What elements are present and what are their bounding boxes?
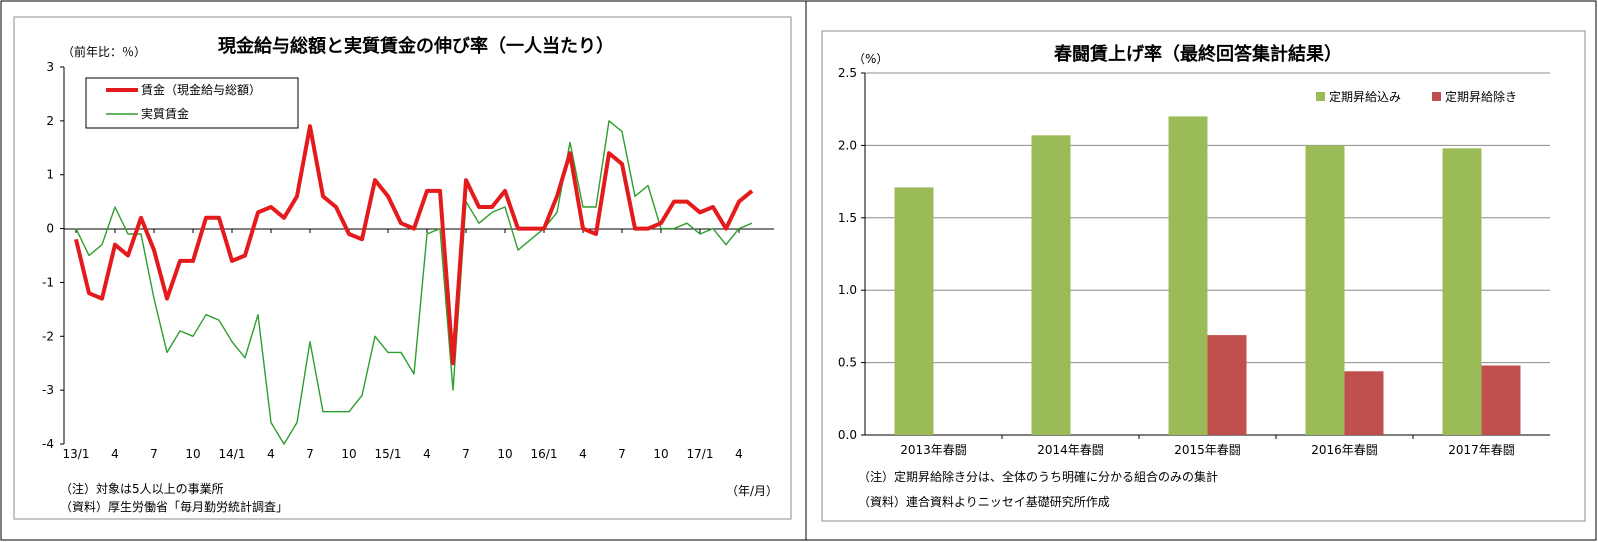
left-ytick-label: 1	[46, 168, 54, 182]
left-xtick-label: 13/1	[63, 447, 90, 461]
legend-label-excl-regular-raise: 定期昇給除き	[1445, 89, 1517, 104]
wage-series-line	[74, 124, 754, 366]
left-legend-box	[85, 77, 299, 129]
right-category-label: 2016年春闘	[1311, 443, 1378, 457]
left-xtick-label: 10	[653, 447, 668, 461]
bar-excl-regular-raise	[1344, 371, 1384, 435]
left-xtick-label: 10	[497, 447, 512, 461]
left-ytick-label: -4	[42, 437, 54, 451]
right-ytick-label: 2.0	[838, 138, 857, 152]
left-xtick-label: 7	[462, 447, 470, 461]
left-xtick-label: 4	[423, 447, 431, 461]
left-xtick-label: 14/1	[219, 447, 246, 461]
legend-label-with-regular-raise: 定期昇給込み	[1329, 89, 1401, 104]
left-ytick-label: 3	[46, 60, 54, 74]
left-y-unit-label: （前年比：％）	[62, 44, 146, 59]
left-ytick-label: -3	[42, 383, 54, 397]
bar-excl-regular-raise	[1481, 365, 1521, 435]
right-note-1: （注）定期昇給除き分は、全体のうち明確に分かる組合のみの集計	[858, 469, 1218, 484]
left-xtick-label: 7	[306, 447, 314, 461]
left-note-1: （注）対象は5人以上の事業所	[60, 481, 224, 496]
right-chart-title: 春闘賃上げ率（最終回答集計結果）	[1054, 43, 1342, 65]
left-xtick-label: 16/1	[531, 447, 558, 461]
bar-with-regular-raise	[1442, 148, 1482, 436]
bar-with-regular-raise	[1031, 135, 1071, 436]
right-category-label: 2014年春闘	[1037, 443, 1104, 457]
right-ytick-label: 0.0	[838, 428, 857, 442]
left-xtick-label: 4	[579, 447, 587, 461]
left-ytick-label: -2	[42, 329, 54, 343]
bar-with-regular-raise	[1168, 116, 1208, 436]
right-ytick-label: 1.5	[838, 211, 857, 225]
right-ytick-label: 0.5	[838, 356, 857, 370]
left-xtick-label: 7	[618, 447, 626, 461]
shunto-wage-chart: 春闘賃上げ率（最終回答集計結果） （%） 2.52.01.51.00.50.0 …	[821, 30, 1586, 522]
left-ytick-label: 0	[46, 222, 54, 236]
left-xtick-label: 10	[341, 447, 356, 461]
left-chart-title: 現金給与総額と実質賃金の伸び率（一人当たり）	[218, 35, 614, 57]
left-x-unit-label: （年/月）	[726, 484, 778, 498]
left-xtick-label: 7	[150, 447, 158, 461]
legend-swatch-excl-regular-raise	[1432, 92, 1441, 101]
wage-growth-chart: 現金給与総額と実質賃金の伸び率（一人当たり） （前年比：％） 3210-1-2-…	[13, 16, 792, 520]
real-wage-series-line	[75, 120, 753, 445]
right-ytick-label: 2.5	[838, 66, 857, 80]
left-xtick-label: 4	[735, 447, 743, 461]
bar-with-regular-raise	[894, 187, 934, 435]
bar-excl-regular-raise	[1207, 335, 1247, 435]
left-note-2: （資料）厚生労働省「毎月勤労統計調査」	[60, 499, 288, 514]
left-xtick-label: 10	[185, 447, 200, 461]
right-y-unit-label: （%）	[853, 52, 888, 66]
right-ytick-label: 1.0	[838, 283, 857, 297]
left-xtick-label: 15/1	[375, 447, 402, 461]
legend-swatch-with-regular-raise	[1316, 92, 1325, 101]
left-xtick-label: 4	[111, 447, 119, 461]
right-category-label: 2013年春闘	[900, 443, 967, 457]
left-xtick-label: 4	[267, 447, 275, 461]
legend-label-real-wage: 実質賃金	[141, 106, 189, 121]
left-ytick-label: -1	[42, 275, 54, 289]
legend-label-wage: 賃金（現金給与総額）	[141, 82, 261, 97]
right-category-label: 2017年春闘	[1448, 443, 1515, 457]
left-xtick-label: 17/1	[687, 447, 714, 461]
left-ytick-label: 2	[46, 114, 54, 128]
right-note-2: （資料）連合資料よりニッセイ基礎研究所作成	[858, 494, 1110, 509]
right-category-label: 2015年春闘	[1174, 443, 1241, 457]
bar-with-regular-raise	[1305, 145, 1345, 435]
